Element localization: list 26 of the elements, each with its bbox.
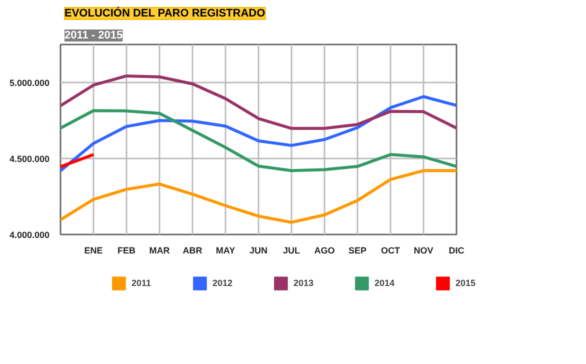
x-tick-label: MAR <box>149 246 170 256</box>
x-tick-label: NOV <box>414 246 434 256</box>
line-series <box>60 95 456 172</box>
x-tick-label: AGO <box>314 246 335 256</box>
x-tick-label: FEB <box>118 246 136 256</box>
line-series <box>60 109 456 172</box>
x-tick-label: ENE <box>84 246 103 256</box>
chart-subtitle: 2011 - 2015 <box>64 30 123 42</box>
legend-label: 2013 <box>293 278 314 288</box>
x-tick-label: OCT <box>381 246 400 256</box>
line-series <box>60 74 456 130</box>
legend-label: 2015 <box>456 278 476 288</box>
y-tick-label: 4.000.000 <box>9 230 50 240</box>
legend-label: 2012 <box>212 278 232 288</box>
y-tick-label: 4.500.000 <box>9 154 50 164</box>
x-tick-label: SEP <box>348 246 367 256</box>
line-series <box>60 169 456 224</box>
x-tick-label: JUN <box>250 246 268 256</box>
x-tick-label: ABR <box>182 246 203 256</box>
legend-label: 2011 <box>131 278 152 288</box>
x-tick-label: DIC <box>448 246 465 256</box>
x-tick-label: JUL <box>283 246 301 256</box>
y-tick-label: 5.000.000 <box>9 78 50 88</box>
chart-title: EVOLUCIÓN DEL PARO REGISTRADO <box>64 6 266 20</box>
x-tick-label: MAY <box>216 246 236 256</box>
legend-label: 2014 <box>374 278 395 288</box>
